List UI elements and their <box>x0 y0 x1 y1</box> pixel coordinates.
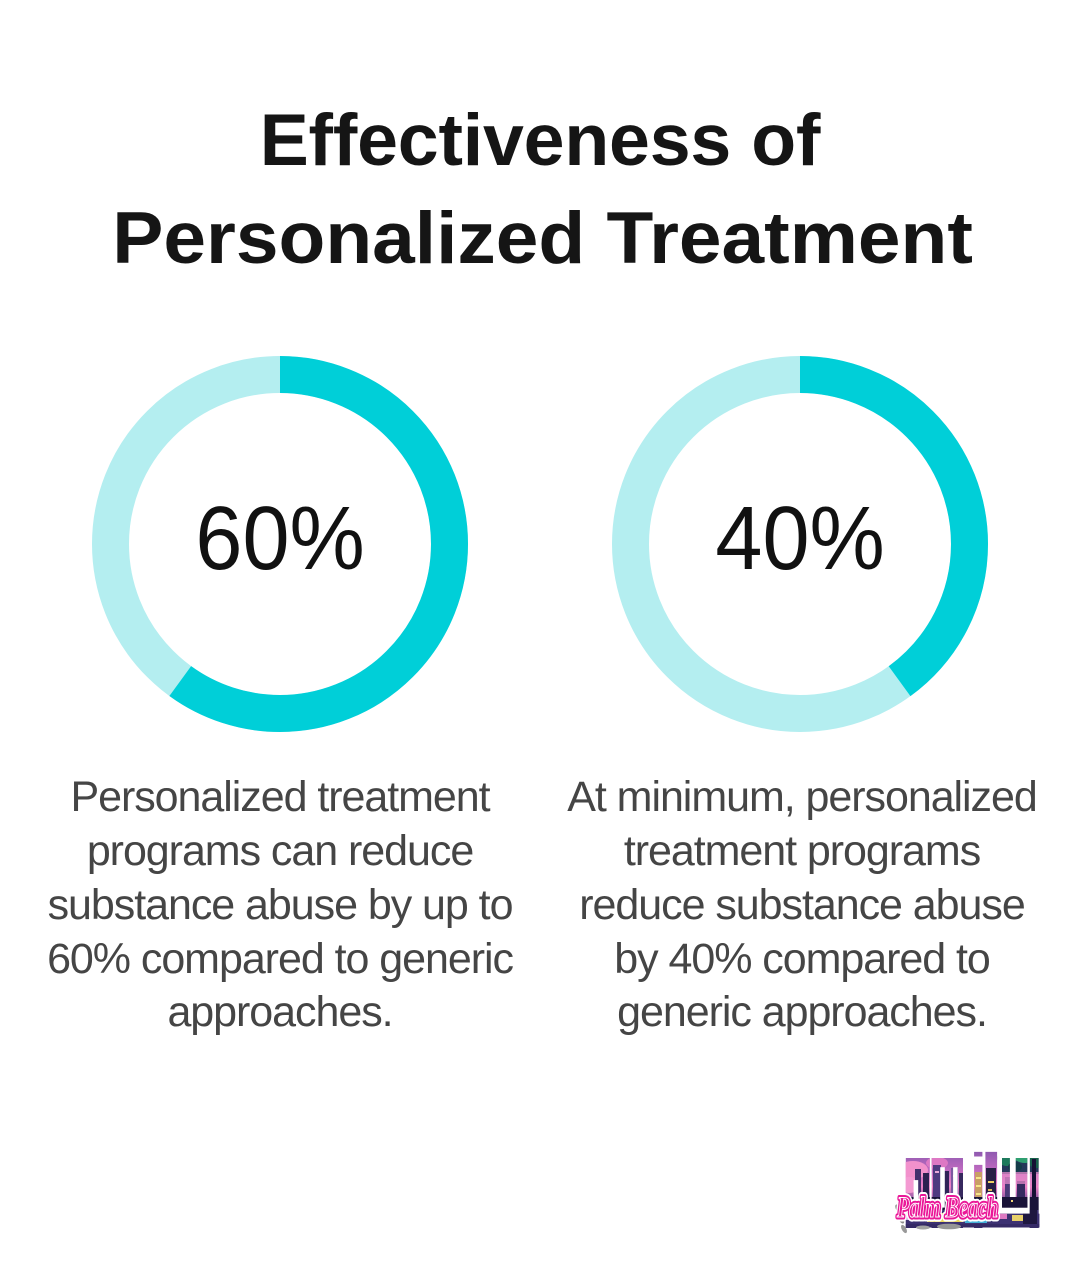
svg-text:Palm Beach: Palm Beach <box>896 1191 998 1224</box>
svg-text:Palm Beach: Palm Beach <box>896 1191 998 1224</box>
svg-text:Palm Beach: Palm Beach <box>896 1191 998 1224</box>
